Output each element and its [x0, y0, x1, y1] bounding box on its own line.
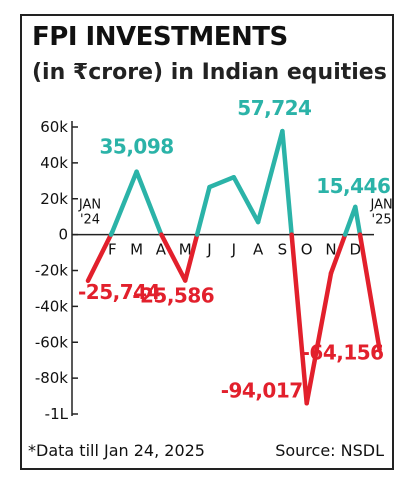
series-line-segment	[353, 204, 363, 237]
x-tick-label: A	[253, 241, 264, 259]
y-tick-label: -40k	[35, 297, 68, 315]
x-tick-label: D	[350, 241, 362, 259]
series-line-segment	[134, 169, 164, 236]
data-note: *Data till Jan 24, 2025	[28, 441, 205, 460]
series-line-segment	[182, 232, 200, 283]
series-line-segment	[159, 232, 188, 283]
y-tick-label: 40k	[40, 154, 68, 172]
y-tick-label: -1L	[45, 405, 69, 423]
data-label: 35,098	[100, 135, 174, 159]
x-tick-label: M	[179, 241, 192, 259]
x-tick-label: S	[278, 241, 288, 259]
series-line-segment	[342, 204, 358, 237]
data-label: -94,017	[221, 378, 303, 402]
series-line-segment	[207, 174, 237, 190]
series-line-segment	[328, 232, 348, 276]
data-label: -25,586	[132, 284, 214, 308]
y-tick-label: 60k	[40, 118, 68, 136]
y-tick-label: -20k	[35, 262, 68, 280]
chart-card: FPI INVESTMENTS (in ₹crore) in Indian eq…	[20, 14, 394, 470]
series-line-segment	[280, 128, 294, 237]
x-tick-label: JAN '24	[78, 198, 101, 228]
data-label: 15,446	[316, 174, 390, 198]
series-line-segment	[289, 232, 309, 406]
y-tick-label: 20k	[40, 190, 68, 208]
chart-subtitle: (in ₹crore) in Indian equities	[32, 60, 387, 85]
series-line-segment	[194, 184, 212, 237]
y-tick-label: 0	[58, 226, 68, 244]
series-line-segment	[231, 174, 261, 225]
x-tick-label: J	[231, 241, 236, 259]
x-tick-label: JAN '25	[369, 198, 392, 228]
series-line-segment	[85, 232, 114, 284]
chart-title: FPI INVESTMENTS	[32, 22, 288, 52]
x-tick-label: N	[325, 241, 336, 259]
x-tick-label: O	[301, 241, 313, 259]
data-label: 57,724	[237, 96, 311, 120]
series-line-segment	[357, 232, 382, 352]
y-tick-label: -80k	[35, 369, 68, 387]
x-tick-label: M	[130, 241, 143, 259]
source-note: Source: NSDL	[275, 441, 384, 460]
y-tick-label: -60k	[35, 333, 68, 351]
x-tick-label: A	[156, 241, 167, 259]
data-label: -64,156	[302, 341, 384, 365]
x-tick-label: J	[206, 241, 211, 259]
series-line-segment	[304, 270, 334, 406]
series-line-segment	[255, 128, 285, 225]
x-tick-label: F	[108, 241, 117, 259]
series-line-segment	[110, 169, 139, 235]
data-label: -25,744	[78, 280, 160, 304]
